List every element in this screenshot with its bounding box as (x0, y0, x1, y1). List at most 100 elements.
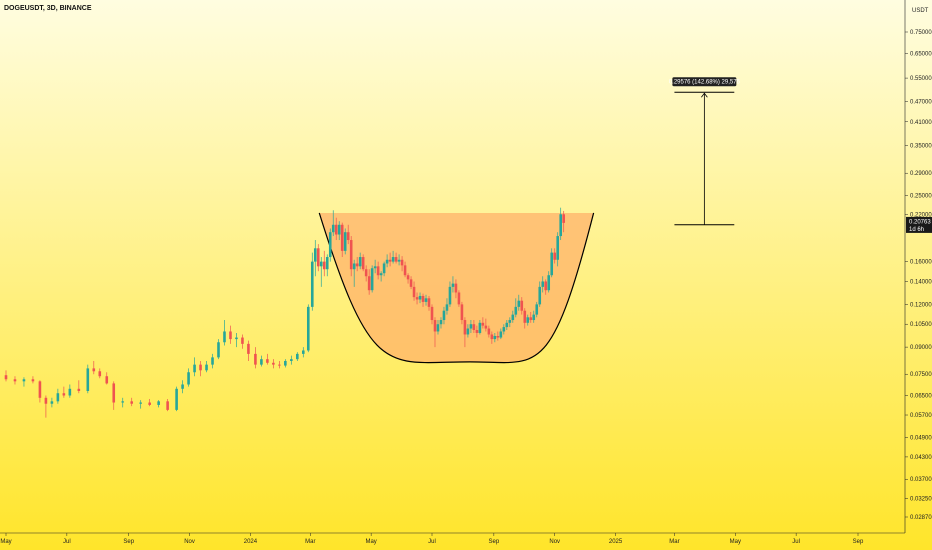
candle (391, 250, 395, 264)
candle-body (157, 401, 160, 405)
candle (337, 221, 341, 241)
candle-body (254, 353, 257, 365)
candle-body (496, 335, 500, 338)
y-axis[interactable]: 0.75000 0.65000 0.55000 0.47000 0.41000 0.350… (905, 30, 932, 521)
candle (121, 397, 125, 408)
candle (331, 210, 335, 237)
candle-body (241, 337, 244, 344)
candle-body (56, 393, 60, 402)
candle-body (457, 292, 461, 305)
candle (217, 339, 220, 360)
candle-body (316, 248, 320, 267)
candle-body (325, 257, 329, 270)
candle-body (424, 298, 428, 302)
candle (349, 236, 353, 277)
measure-label-bg (672, 77, 737, 87)
candle-body (547, 275, 551, 291)
candle-body (514, 306, 518, 315)
candle-body (340, 224, 344, 251)
candle (355, 257, 359, 272)
candle-body (166, 401, 169, 410)
candle (538, 281, 542, 307)
y-tick-label: 0.12000 (910, 302, 932, 308)
candle (460, 301, 464, 325)
candle (139, 400, 142, 409)
candle-body (355, 263, 359, 267)
candle (409, 276, 413, 290)
current-price-tag: 0.20763 1d 6h (906, 216, 932, 233)
candle (532, 310, 536, 323)
candle (415, 292, 419, 305)
candle (493, 332, 497, 343)
candle (340, 222, 344, 258)
candle (211, 353, 214, 369)
candle-body (247, 343, 250, 354)
candle-body (562, 214, 565, 223)
candle-body (481, 322, 485, 326)
candle-body (105, 376, 109, 384)
candle (541, 276, 545, 293)
candle (205, 360, 208, 373)
x-axis[interactable]: May Jul Sep Nov 2024 Mar May Jul Sep Nov 2025 Mar Ma… (0, 533, 864, 545)
candle (181, 380, 184, 394)
candle (272, 359, 275, 369)
candle-body (550, 252, 554, 276)
candle-body (367, 276, 371, 291)
candle (284, 359, 287, 368)
cup-curve-line[interactable] (318, 212, 595, 364)
candle (306, 304, 310, 353)
candle-body (397, 259, 401, 262)
candle-body (472, 324, 476, 330)
candle-body (376, 266, 380, 276)
candle (457, 290, 461, 307)
candles (4, 207, 565, 418)
candle-body (92, 368, 96, 372)
current-price-tag-bg (906, 216, 932, 233)
candle-body (385, 259, 389, 264)
candle-body (290, 359, 293, 361)
candle (193, 357, 196, 377)
y-tick-label: 0.07500 (910, 372, 932, 378)
candle (290, 355, 293, 365)
candle-body (343, 232, 347, 251)
y-tick-label: 0.14000 (910, 279, 932, 285)
y-tick-label: 0.75000 (910, 30, 932, 36)
candle (247, 340, 250, 361)
candle-body (86, 368, 90, 391)
candle-body (490, 334, 494, 340)
candle (505, 320, 509, 330)
candle (382, 261, 386, 277)
candle-body (520, 300, 524, 311)
candle-body (77, 388, 81, 391)
candle-body (13, 379, 17, 382)
candle (13, 376, 17, 385)
candle-body (544, 281, 548, 291)
candle-body (487, 328, 491, 335)
candle (296, 352, 299, 361)
candle (199, 360, 202, 377)
candle-body (302, 350, 305, 354)
candle (427, 295, 431, 311)
candle-body (313, 248, 317, 262)
candle-body (175, 388, 178, 410)
candle (385, 254, 389, 268)
y-tick-label: 0.04300 (910, 455, 932, 461)
x-tick-label: May (730, 539, 741, 545)
candle (520, 297, 524, 315)
candle-body (193, 364, 196, 373)
candle (370, 265, 374, 293)
candle-body (460, 304, 464, 321)
price-range-measure[interactable]: 0.29576 (142.68%) 29,576 (669, 77, 741, 226)
candle (400, 256, 404, 272)
candle (517, 294, 521, 311)
chart-title: DOGEUSDT, 3D, BINANCE (4, 5, 92, 12)
candle (4, 370, 8, 382)
candle (547, 271, 551, 293)
candle (229, 325, 232, 344)
candle (478, 320, 482, 335)
candle (86, 364, 90, 394)
y-tick-label: 0.03250 (910, 497, 932, 503)
candle-body (427, 298, 431, 307)
x-tick-label: May (365, 539, 376, 545)
